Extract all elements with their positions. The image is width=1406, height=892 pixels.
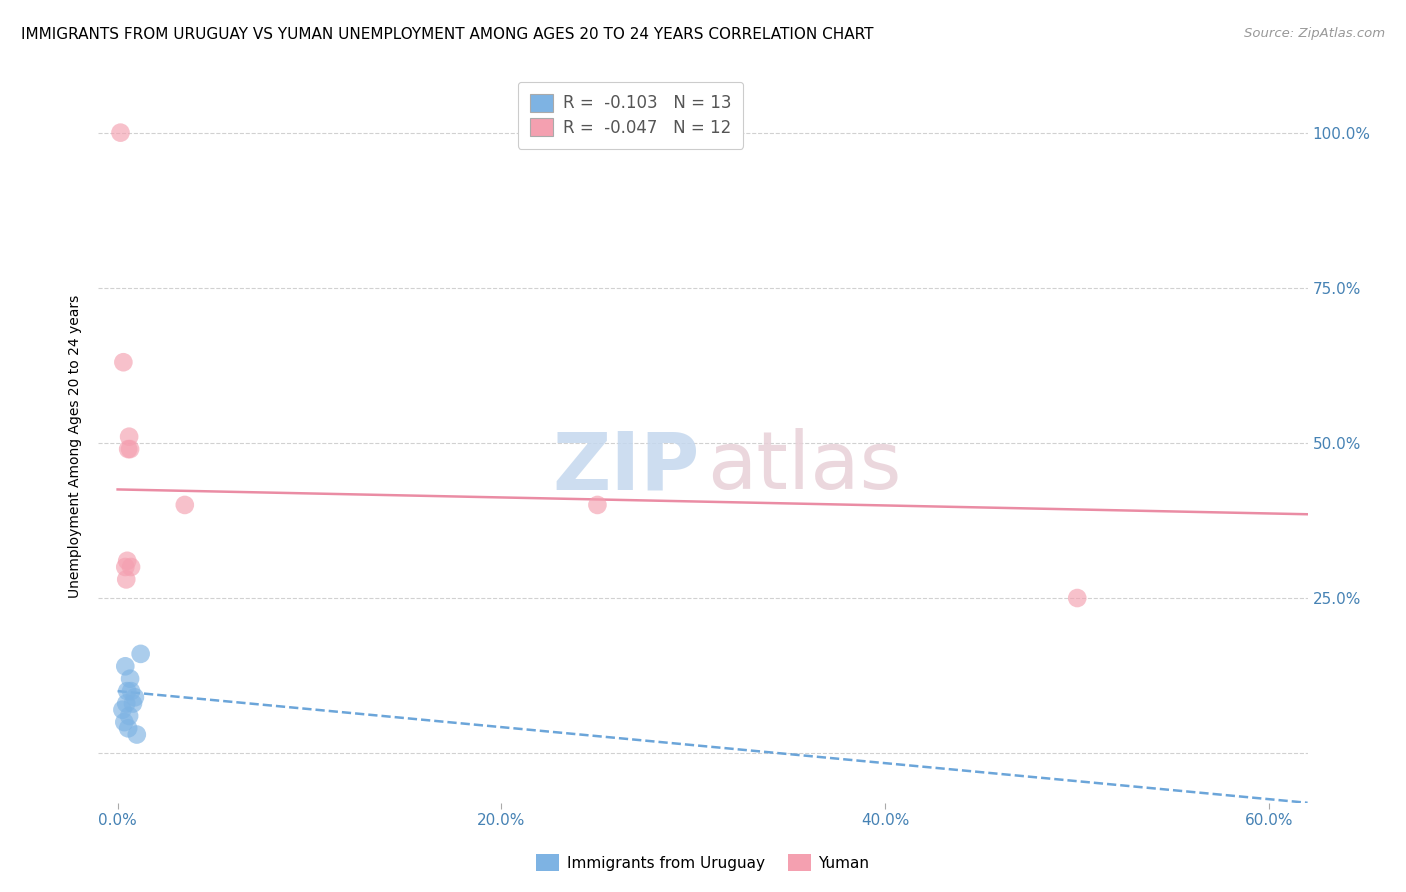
Point [124, 690, 146, 705]
Point [122, 697, 145, 711]
Legend: Immigrants from Uruguay, Yuman: Immigrants from Uruguay, Yuman [530, 848, 876, 877]
Text: IMMIGRANTS FROM URUGUAY VS YUMAN UNEMPLOYMENT AMONG AGES 20 TO 24 YEARS CORRELAT: IMMIGRANTS FROM URUGUAY VS YUMAN UNEMPLO… [21, 27, 873, 42]
Point [117, 722, 139, 736]
Point [115, 684, 138, 698]
Point [114, 659, 136, 673]
Point [115, 573, 138, 587]
Point [120, 560, 142, 574]
Point [125, 727, 148, 741]
Point [110, 126, 132, 140]
Point [586, 498, 609, 512]
Text: ZIP: ZIP [553, 428, 699, 507]
Point [173, 498, 195, 512]
Text: Source: ZipAtlas.com: Source: ZipAtlas.com [1244, 27, 1385, 40]
Point [129, 647, 152, 661]
Point [111, 703, 134, 717]
Point [114, 560, 136, 574]
Point [120, 684, 142, 698]
Point [115, 554, 138, 568]
Point [120, 442, 142, 456]
Y-axis label: Unemployment Among Ages 20 to 24 years: Unemployment Among Ages 20 to 24 years [69, 294, 83, 598]
Point [120, 672, 142, 686]
Text: atlas: atlas [707, 428, 901, 507]
Point [112, 355, 135, 369]
Point [118, 430, 141, 444]
Point [118, 709, 141, 723]
Point [115, 697, 138, 711]
Point [1066, 591, 1088, 605]
Point [112, 715, 135, 730]
Point [117, 442, 139, 456]
